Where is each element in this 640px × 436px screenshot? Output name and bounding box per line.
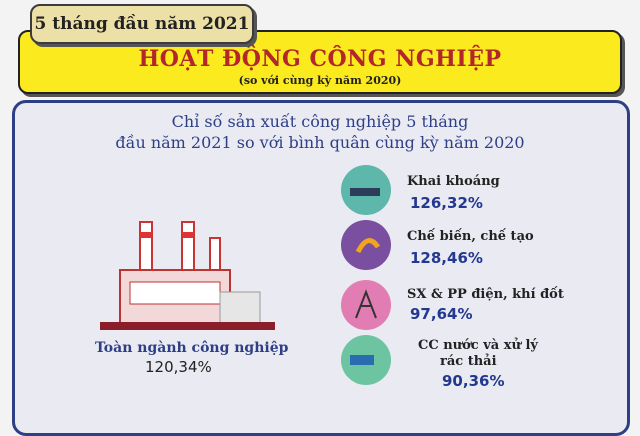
factory — [100, 221, 275, 330]
item-value: 90,36% — [442, 372, 505, 390]
illustrations — [100, 165, 391, 385]
title: HOẠT ĐỘNG CÔNG NGHIỆP — [138, 46, 502, 72]
item-value: 97,64% — [410, 305, 473, 323]
item-value: 126,32% — [410, 194, 483, 212]
tab: 5 tháng đầu năm 2021 — [30, 4, 254, 44]
total-label: Toàn ngành công nghiệp — [95, 340, 289, 356]
panel-heading: Chỉ số sản xuất công nghiệp 5 tháng — [171, 112, 469, 131]
panel — [12, 100, 630, 436]
item-label: SX & PP điện, khí đốt — [407, 287, 564, 302]
subtitle: (so với cùng kỳ năm 2020) — [238, 74, 402, 87]
item-label: Khai khoáng — [407, 174, 500, 189]
item-label: CC nước và xử lý — [418, 338, 538, 353]
item-value: 128,46% — [410, 249, 483, 267]
item-label: rác thải — [440, 354, 497, 369]
total-value: 120,34% — [145, 358, 212, 376]
panel-heading: đầu năm 2021 so với bình quân cùng kỳ nă… — [115, 133, 525, 152]
icons — [341, 165, 391, 385]
item-label: Chế biến, chế tạo — [407, 229, 534, 244]
page: HOẠT ĐỘNG CÔNG NGHIỆP (so với cùng kỳ nă… — [12, 4, 630, 436]
